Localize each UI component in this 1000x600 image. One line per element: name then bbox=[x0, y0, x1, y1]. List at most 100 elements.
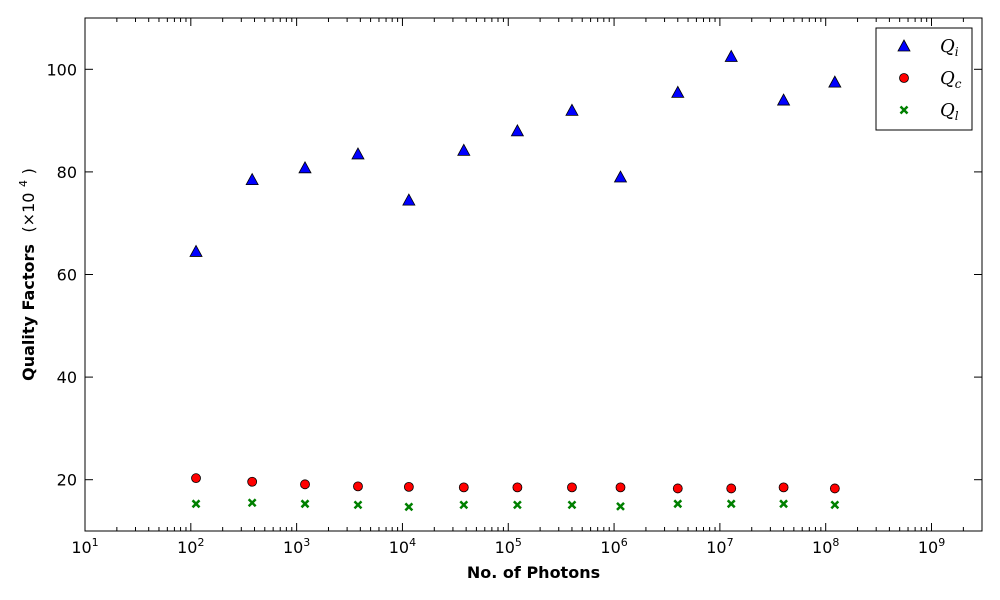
data-point-qi bbox=[457, 143, 471, 156]
data-point-qc bbox=[247, 476, 258, 487]
data-point-qi bbox=[510, 124, 525, 137]
x-tick-label-base: 10 bbox=[283, 538, 303, 557]
y-tick-label: 100 bbox=[46, 60, 77, 79]
x-tick-label-exponent: 7 bbox=[727, 536, 734, 549]
data-point-ql bbox=[779, 499, 788, 509]
x-tick-label: 102 bbox=[177, 536, 204, 557]
y-axis-label-text: Quality Factors bbox=[19, 244, 38, 381]
data-point-qc bbox=[672, 483, 683, 494]
legend-label: Qi bbox=[940, 36, 959, 59]
data-point-qc bbox=[567, 482, 577, 493]
data-point-qi bbox=[351, 147, 365, 160]
x-tick-label-exponent: 2 bbox=[197, 536, 204, 549]
x-tick-label: 103 bbox=[283, 536, 310, 557]
x-tick-label: 105 bbox=[495, 536, 522, 557]
x-tick-label-exponent: 4 bbox=[409, 536, 416, 549]
x-tick-label-exponent: 3 bbox=[303, 536, 310, 549]
data-point-ql bbox=[513, 500, 522, 510]
data-point-ql bbox=[726, 499, 736, 509]
data-point-qc bbox=[458, 482, 469, 493]
legend-entry-qc: Qc bbox=[899, 68, 962, 91]
x-tick-label: 108 bbox=[812, 536, 839, 557]
data-point-ql bbox=[616, 501, 625, 511]
x-tick-label-base: 10 bbox=[495, 538, 515, 557]
legend-marker-qi bbox=[897, 39, 911, 52]
x-tick-label-exponent: 5 bbox=[515, 536, 522, 549]
data-point-ql bbox=[459, 500, 469, 510]
plot-area-frame bbox=[84, 17, 983, 532]
data-point-qi bbox=[565, 103, 579, 116]
x-tick-label: 107 bbox=[706, 536, 733, 557]
legend-label-sub: i bbox=[955, 45, 959, 59]
data-point-qi bbox=[298, 160, 312, 174]
legend-marker-qc bbox=[899, 73, 909, 83]
data-point-ql bbox=[673, 499, 683, 509]
data-point-qc bbox=[778, 482, 789, 493]
svg-text:Quality Factors (×10: Quality Factors (×10 4 ) bbox=[12, 168, 38, 381]
legend-entry-qi: Qi bbox=[897, 36, 959, 59]
legend-label-name: Q bbox=[940, 68, 955, 89]
data-point-qc bbox=[191, 473, 201, 484]
axis-ticks bbox=[84, 18, 982, 531]
y-tick-label: 40 bbox=[57, 368, 77, 387]
x-tick-label-exponent: 6 bbox=[621, 536, 628, 549]
x-axis-label: No. of Photons bbox=[467, 563, 600, 582]
legend-label-sub: l bbox=[955, 109, 959, 123]
legend-box bbox=[875, 27, 973, 131]
x-tick-label-base: 10 bbox=[706, 538, 726, 557]
x-tick-label: 101 bbox=[71, 536, 98, 557]
legend-marker-ql bbox=[899, 105, 909, 115]
data-point-ql bbox=[300, 499, 310, 509]
data-point-qi bbox=[613, 170, 628, 183]
x-tick-label-base: 10 bbox=[389, 538, 409, 557]
x-tick-label-exponent: 8 bbox=[832, 536, 839, 549]
y-tick-label: 60 bbox=[57, 266, 77, 285]
data-point-qi bbox=[245, 172, 259, 185]
data-point-ql bbox=[247, 498, 257, 508]
data-point-qc bbox=[512, 482, 523, 493]
x-tick-label: 104 bbox=[389, 536, 416, 557]
legend-label-sub: c bbox=[955, 77, 962, 91]
y-tick-label: 20 bbox=[57, 471, 77, 490]
data-point-qc bbox=[300, 479, 310, 490]
x-tick-label-base: 10 bbox=[812, 538, 832, 557]
legend-label: Qc bbox=[940, 68, 962, 91]
x-tick-label-base: 10 bbox=[600, 538, 620, 557]
x-tick-label-exponent: 1 bbox=[92, 536, 99, 549]
data-point-qi bbox=[671, 85, 685, 98]
y-axis-label-multiplier: (×10 bbox=[19, 193, 38, 233]
x-tick-label-base: 10 bbox=[71, 538, 91, 557]
y-tick-label: 80 bbox=[57, 163, 77, 182]
data-point-ql bbox=[191, 499, 201, 509]
data-point-ql bbox=[830, 500, 840, 510]
x-tick-label-base: 10 bbox=[918, 538, 938, 557]
x-tick-label-exponent: 9 bbox=[938, 536, 945, 549]
x-tick-label-base: 10 bbox=[177, 538, 197, 557]
y-axis-label: Quality Factors (×10 4 ) bbox=[12, 168, 38, 381]
y-axis-label-close: ) bbox=[19, 168, 38, 174]
data-point-qc bbox=[726, 483, 737, 494]
data-point-ql bbox=[353, 500, 363, 510]
data-point-qi bbox=[402, 193, 416, 206]
legend-label-name: Q bbox=[940, 36, 955, 57]
data-point-ql bbox=[404, 502, 414, 512]
y-axis-label-exponent: 4 bbox=[17, 180, 30, 187]
legend-entry-ql: Ql bbox=[899, 100, 959, 123]
data-point-qc bbox=[353, 481, 363, 492]
data-point-ql bbox=[567, 500, 577, 510]
data-markers bbox=[189, 49, 842, 512]
data-point-qc bbox=[403, 481, 414, 492]
data-point-qi bbox=[776, 93, 791, 106]
data-point-qc bbox=[615, 482, 626, 493]
legend-label-name: Q bbox=[940, 100, 955, 121]
legend-label: Ql bbox=[940, 100, 959, 123]
x-tick-label: 106 bbox=[600, 536, 627, 557]
data-point-qi bbox=[828, 75, 842, 88]
x-tick-label: 109 bbox=[918, 536, 945, 557]
data-point-qc bbox=[829, 483, 840, 494]
data-point-qi bbox=[189, 244, 203, 257]
data-point-qi bbox=[724, 49, 738, 62]
